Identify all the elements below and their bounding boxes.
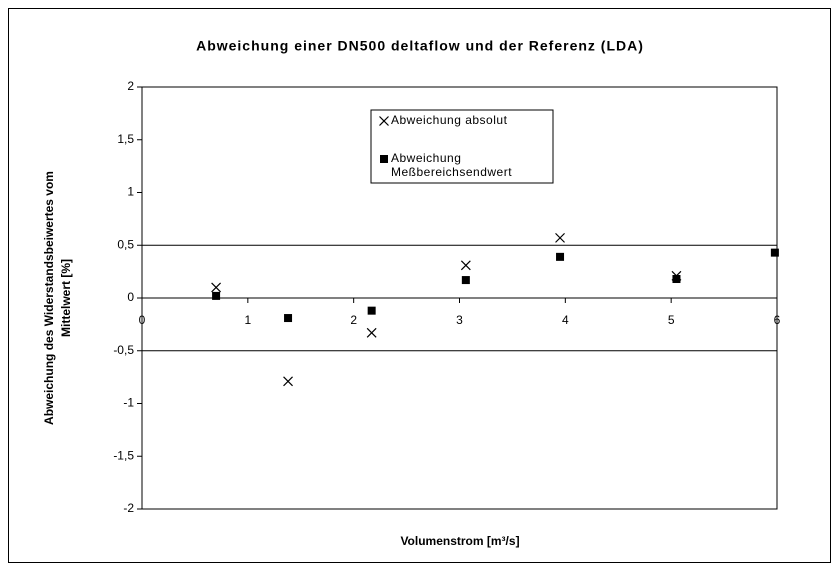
chart-title: Abweichung einer DN500 deltaflow und der… bbox=[196, 38, 644, 54]
x-tick-label: 1 bbox=[244, 313, 251, 327]
x-tick-label: 5 bbox=[668, 313, 675, 327]
legend bbox=[370, 109, 554, 184]
y-axis-label: Abweichung des Widerstandsbeiwertes vom bbox=[42, 171, 56, 425]
x-marker bbox=[283, 376, 293, 387]
y-tick-label: -2 bbox=[123, 501, 134, 515]
legend-label: Meßbereichsendwert bbox=[391, 165, 512, 179]
y-tick-label: 0,5 bbox=[117, 237, 134, 251]
legend-label: Abweichung bbox=[391, 151, 461, 165]
y-tick-label: -1 bbox=[123, 396, 134, 410]
x-marker bbox=[555, 232, 565, 243]
y-tick-label: 2 bbox=[127, 79, 134, 93]
x-marker bbox=[379, 116, 389, 126]
square-marker bbox=[461, 276, 470, 285]
square-marker bbox=[672, 275, 681, 284]
x-tick-label: 4 bbox=[562, 313, 569, 327]
square-marker bbox=[380, 155, 388, 163]
square-marker bbox=[556, 252, 565, 261]
legend-label: Abweichung absolut bbox=[391, 113, 508, 127]
square-marker bbox=[212, 291, 221, 300]
x-marker bbox=[366, 327, 377, 338]
x-tick-label: 0 bbox=[139, 313, 146, 327]
chart-frame bbox=[8, 8, 831, 563]
y-tick-label: -0,5 bbox=[113, 343, 134, 357]
y-tick-label: 1,5 bbox=[117, 132, 134, 146]
y-tick-label: 0 bbox=[127, 290, 134, 304]
x-marker bbox=[460, 260, 471, 271]
y-tick-label: -1,5 bbox=[113, 448, 134, 462]
y-axis-label: Mittelwert [%] bbox=[59, 259, 73, 337]
square-marker bbox=[770, 248, 779, 257]
x-tick-label: 6 bbox=[774, 313, 781, 327]
x-marker bbox=[211, 282, 222, 293]
x-axis-label: Volumenstrom [m³/s] bbox=[400, 534, 519, 548]
square-marker bbox=[284, 314, 293, 323]
x-tick-label: 3 bbox=[456, 313, 463, 327]
y-tick-label: 1 bbox=[127, 185, 134, 199]
x-tick-label: 2 bbox=[350, 313, 357, 327]
square-marker bbox=[367, 306, 376, 315]
